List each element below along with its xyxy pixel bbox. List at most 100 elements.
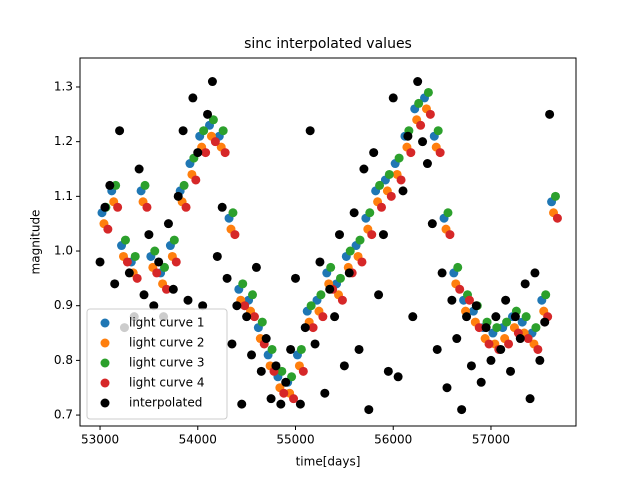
data-point (199, 126, 209, 136)
data-point (501, 295, 511, 305)
data-point (457, 405, 467, 415)
data-point (403, 131, 413, 141)
legend-box (86, 308, 228, 420)
data-point (443, 208, 453, 218)
data-point (384, 169, 394, 179)
data-point (474, 323, 484, 333)
data-point (134, 164, 144, 174)
data-point (115, 126, 125, 136)
data-point (552, 213, 562, 223)
data-point (320, 388, 330, 398)
data-point (266, 394, 276, 404)
data-point (306, 301, 316, 311)
y-tick-label: 0.7 (54, 408, 73, 422)
data-point (124, 268, 134, 278)
data-point (377, 202, 387, 212)
data-point (220, 148, 230, 158)
data-point (418, 137, 428, 147)
y-axis-label: magnitude (29, 210, 43, 275)
data-point (452, 334, 462, 344)
legend-label: light curve 3 (129, 356, 204, 370)
data-point (435, 148, 445, 158)
chart-title: sinc interpolated values (244, 36, 412, 52)
data-point (217, 202, 227, 212)
data-point (364, 405, 374, 415)
data-point (305, 126, 315, 136)
data-point (161, 284, 171, 294)
data-point (425, 109, 435, 119)
data-point (416, 120, 426, 130)
data-point (105, 180, 115, 190)
data-point (247, 350, 257, 360)
data-point (432, 344, 442, 354)
x-tick-label: 54000 (179, 433, 217, 447)
data-point (521, 312, 531, 322)
data-point (256, 366, 266, 376)
data-point (533, 344, 543, 354)
x-axis-label: time[days] (296, 455, 361, 469)
data-point (515, 334, 525, 344)
data-point (423, 87, 433, 97)
data-point (296, 344, 306, 354)
data-point (276, 399, 286, 409)
data-point (110, 279, 120, 289)
data-point (325, 284, 335, 294)
data-point (267, 344, 277, 354)
data-point (181, 202, 191, 212)
data-point (345, 246, 355, 256)
data-point (445, 230, 455, 240)
data-point (163, 219, 173, 229)
data-point (541, 290, 551, 300)
data-point (95, 257, 105, 267)
y-tick-label: 1.1 (54, 189, 73, 203)
data-point (447, 295, 457, 305)
data-point (354, 344, 364, 354)
data-point (466, 361, 476, 371)
data-point (257, 317, 267, 327)
data-point (502, 317, 512, 327)
legend-label: light curve 4 (129, 376, 204, 390)
data-point (178, 126, 188, 136)
data-point (298, 366, 308, 376)
data-point (210, 137, 220, 147)
data-point (486, 355, 496, 365)
data-point (188, 93, 198, 103)
data-point (310, 339, 320, 349)
data-point (484, 339, 494, 349)
data-point (496, 344, 506, 354)
data-point (251, 262, 261, 272)
data-point (337, 295, 347, 305)
data-point (120, 235, 130, 245)
data-point (308, 323, 318, 333)
data-point (218, 126, 228, 136)
data-point (281, 377, 291, 387)
data-point (212, 251, 222, 261)
data-point (201, 148, 211, 158)
data-point (315, 257, 325, 267)
data-point (374, 290, 384, 300)
data-point (335, 273, 345, 283)
data-point (150, 246, 160, 256)
data-point (386, 191, 396, 201)
data-point (277, 366, 287, 376)
data-point (222, 273, 232, 283)
data-point (261, 334, 271, 344)
data-point (369, 148, 379, 158)
data-point (453, 262, 463, 272)
data-point (152, 268, 162, 278)
data-point (326, 262, 336, 272)
data-point (330, 312, 340, 322)
data-point (531, 323, 541, 333)
data-point (339, 361, 349, 371)
y-tick-label: 1.0 (54, 244, 73, 258)
y-tick-label: 1.2 (54, 134, 73, 148)
data-point (130, 251, 140, 261)
data-point (550, 191, 560, 201)
data-point (545, 109, 555, 119)
data-point (359, 164, 369, 174)
legend-marker (100, 378, 110, 388)
data-point (207, 77, 217, 87)
data-point (242, 312, 252, 322)
data-point (462, 312, 472, 322)
